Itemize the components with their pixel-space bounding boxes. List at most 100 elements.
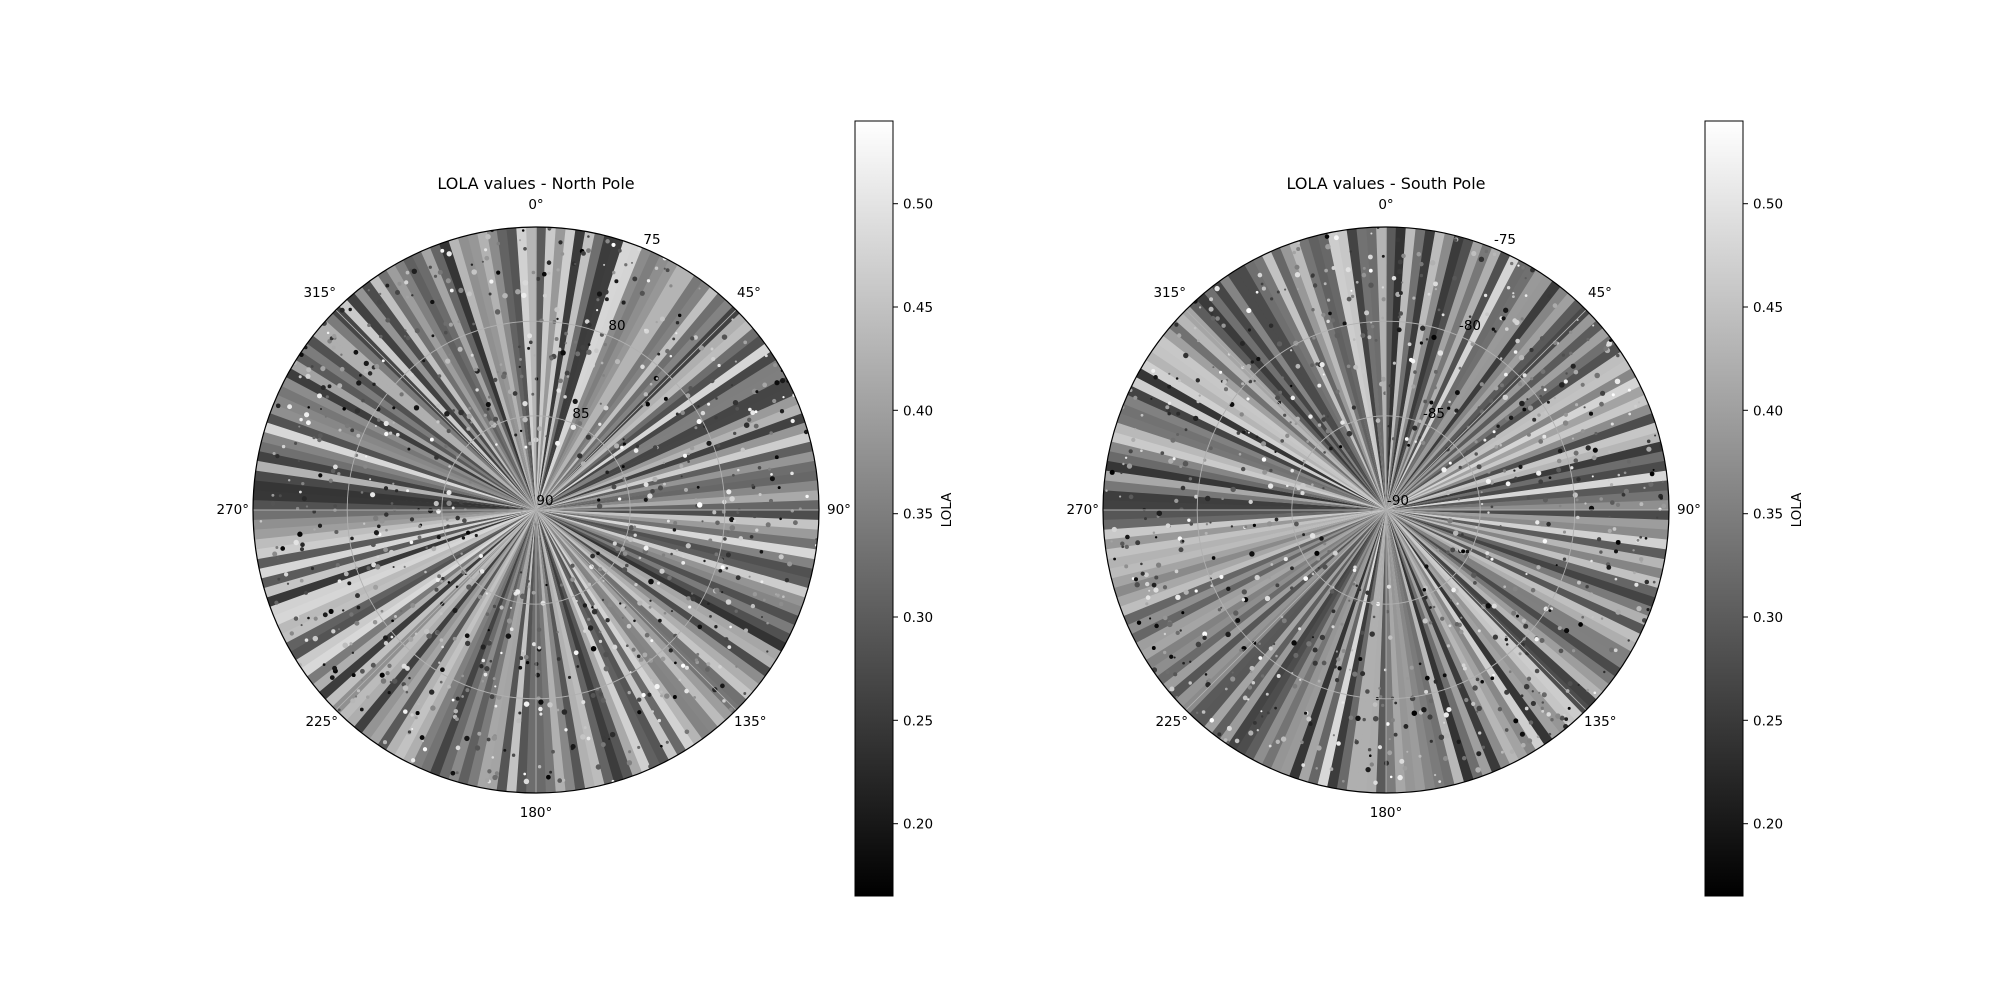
lola-point xyxy=(748,407,752,412)
lola-point xyxy=(392,406,396,410)
lola-point xyxy=(657,485,664,491)
lola-point xyxy=(612,541,617,546)
lola-point xyxy=(596,309,599,312)
north-pole-panel: LOLA values - North Pole 0° 45° 90° 135°… xyxy=(216,120,955,897)
lola-point xyxy=(1311,572,1315,576)
lola-point xyxy=(487,628,490,632)
lola-point xyxy=(1134,428,1137,431)
lola-point xyxy=(1556,467,1562,473)
lola-point xyxy=(1317,566,1320,569)
lola-point xyxy=(782,396,785,399)
lola-point xyxy=(493,416,499,422)
lola-point xyxy=(1331,609,1336,614)
theta-tick-label: 315° xyxy=(1153,285,1186,301)
lola-point xyxy=(435,577,440,583)
lola-point xyxy=(1188,681,1192,685)
lola-point xyxy=(511,753,516,757)
lola-point xyxy=(1302,459,1305,462)
lola-point xyxy=(1492,430,1496,434)
lola-point xyxy=(1555,564,1558,567)
lola-sector xyxy=(1137,510,1386,663)
lola-point xyxy=(1230,486,1236,493)
lola-point xyxy=(1652,580,1656,584)
lola-sector xyxy=(1386,480,1669,510)
lola-point xyxy=(1519,731,1525,737)
lola-point xyxy=(1591,615,1594,619)
lola-point xyxy=(1209,297,1214,302)
lola-sector xyxy=(292,510,536,671)
lola-sector xyxy=(1356,227,1386,510)
lola-point xyxy=(494,771,500,776)
lola-point xyxy=(705,667,710,672)
lola-point xyxy=(1250,360,1254,364)
lola-point xyxy=(1134,582,1140,588)
lola-point xyxy=(1136,620,1142,625)
lola-point xyxy=(536,276,541,281)
lola-point xyxy=(663,396,668,401)
lola-point xyxy=(643,545,649,551)
lola-point xyxy=(684,487,688,492)
lola-point xyxy=(1646,446,1652,452)
lola-point xyxy=(1480,502,1484,506)
lola-point xyxy=(1623,471,1627,475)
lola-point xyxy=(1204,531,1208,535)
lola-point xyxy=(716,443,721,448)
lola-sector xyxy=(437,510,536,783)
lola-point xyxy=(384,431,389,437)
lola-point xyxy=(433,500,439,507)
lola-point xyxy=(1500,383,1504,388)
lola-point xyxy=(1256,729,1259,732)
lola-point xyxy=(768,498,774,503)
lola-point xyxy=(481,679,485,683)
lola-point xyxy=(726,530,730,534)
lola-point xyxy=(675,412,679,416)
lola-point xyxy=(379,334,383,339)
lola-point xyxy=(389,549,394,555)
lola-point xyxy=(1399,758,1405,764)
lola-point xyxy=(301,496,307,502)
lola-point xyxy=(682,555,685,558)
lola-point xyxy=(1480,680,1484,684)
lola-point xyxy=(489,279,494,284)
lola-point xyxy=(1220,606,1223,609)
lola-sector xyxy=(536,240,645,510)
lola-point xyxy=(1508,670,1512,673)
lola-point xyxy=(790,418,795,424)
angular-gridline xyxy=(535,309,737,511)
lola-point xyxy=(1411,710,1418,716)
lola-point xyxy=(1490,676,1495,681)
lola-point xyxy=(1145,595,1151,600)
lola-point xyxy=(1249,665,1255,671)
lola-point xyxy=(1424,689,1429,694)
lola-point xyxy=(697,405,700,408)
lola-point xyxy=(1268,576,1271,580)
lola-point xyxy=(414,716,418,720)
colorbar-tick-label: 0.45 xyxy=(1753,300,1783,316)
lola-point xyxy=(1358,588,1362,592)
lola-point xyxy=(1260,715,1264,718)
lola-point xyxy=(1421,440,1426,445)
lola-point xyxy=(1165,669,1170,675)
lola-sector xyxy=(1287,236,1386,510)
lola-point xyxy=(1485,478,1491,484)
lola-point xyxy=(1360,630,1365,635)
lola-point xyxy=(657,352,661,356)
angular-gridline xyxy=(535,509,737,711)
lola-point xyxy=(1280,615,1284,619)
lola-point xyxy=(1235,617,1241,624)
lola-point xyxy=(531,270,536,275)
lola-point xyxy=(528,441,533,446)
lola-point xyxy=(1520,317,1524,321)
lola-sector xyxy=(1103,510,1386,540)
lola-point xyxy=(406,295,409,299)
lola-point xyxy=(1429,400,1434,405)
lola-point xyxy=(1485,603,1491,609)
lola-point xyxy=(1201,710,1206,714)
lola-point xyxy=(674,661,677,665)
lola-point xyxy=(600,697,606,703)
lola-point xyxy=(1364,329,1368,333)
lola-sector xyxy=(536,510,806,619)
radial-tick-labels: -75 -80 -85 -90 xyxy=(1387,232,1516,509)
lola-point xyxy=(1335,678,1340,683)
lola-sector xyxy=(1386,510,1466,789)
